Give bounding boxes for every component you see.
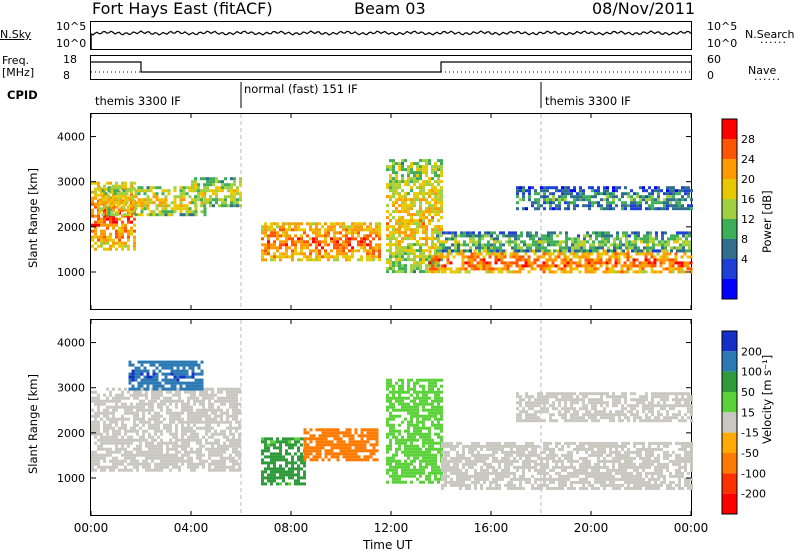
- colorbar-tick: -100: [741, 467, 766, 480]
- colorbar-tick: 12: [741, 213, 755, 226]
- ytick-label: 3000: [57, 176, 85, 189]
- freq-tick-top: 18: [63, 53, 77, 66]
- colorbar-tick: -200: [741, 488, 766, 501]
- data-region: [516, 392, 693, 423]
- ytick-label: 1000: [57, 266, 85, 279]
- colorbar-tick: 28: [741, 133, 755, 146]
- beam-label: Beam 03: [354, 0, 426, 18]
- colorbar-tick: 8: [741, 233, 748, 246]
- data-region: [303, 428, 379, 462]
- nsearch-dots: ......: [760, 33, 787, 46]
- colorbar-swatch: [722, 473, 737, 494]
- data-region: [128, 360, 204, 391]
- xtick-label: 16:00: [474, 521, 509, 535]
- xtick-label: 04:00: [174, 521, 209, 535]
- colorbar-swatch: [722, 179, 737, 199]
- colorbar-frame: [721, 118, 738, 300]
- cpid-segment-2: normal (fast) 151 IF: [244, 82, 358, 96]
- data-region: [191, 177, 242, 208]
- data-region: [98, 186, 207, 217]
- ytick-label: 1000: [57, 472, 85, 485]
- data-region: [386, 378, 443, 484]
- colorbar-tick: 24: [741, 153, 755, 166]
- noise-tick-bottom-left: 10^0: [56, 37, 87, 50]
- ytick-label: 4000: [57, 131, 85, 144]
- xtick-label: 20:00: [574, 521, 609, 535]
- freq-unit-label: [MHz]: [2, 66, 35, 79]
- noise-tick-top-left: 10^5: [56, 20, 87, 33]
- colorbar-swatch: [722, 159, 737, 179]
- data-region: [386, 159, 443, 274]
- ytick-label: 3000: [57, 382, 85, 395]
- colorbar-tick: 16: [741, 193, 755, 206]
- colorbar-frame: [721, 330, 738, 515]
- nsearch-label: N.Search: [745, 28, 795, 41]
- colorbar-swatch: [722, 259, 737, 279]
- ytick-label: 2000: [57, 221, 85, 234]
- freq-panel: [90, 55, 692, 80]
- colorbar-swatch: [722, 119, 737, 139]
- colorbar-tick: 50: [741, 386, 755, 399]
- colorbar-tick: 4: [741, 253, 748, 266]
- xtick-label: 08:00: [274, 521, 309, 535]
- xtick-label: 00:00: [674, 521, 709, 535]
- cpid-label: CPID: [7, 88, 38, 102]
- colorbar-tick: 15: [741, 406, 755, 419]
- cpid-segment-1: themis 3300 IF: [95, 94, 181, 108]
- freq-tick-bottom: 8: [63, 69, 70, 82]
- colorbar-swatch: [722, 432, 737, 453]
- freq-trace: [91, 61, 691, 73]
- data-region: [516, 186, 693, 211]
- colorbar-tick: 100: [741, 366, 762, 379]
- nsky-label: N.Sky: [0, 28, 32, 41]
- colorbar-swatch: [722, 239, 737, 259]
- station-title: Fort Hays East (fitACF): [92, 0, 273, 18]
- colorbar-tick: 200: [741, 345, 762, 358]
- ytick-label: 4000: [57, 337, 85, 350]
- noise-tick-top-right: 10^5: [707, 20, 738, 33]
- data-region: [261, 437, 306, 486]
- colorbar-tick: -50: [741, 447, 759, 460]
- colorbar-swatch: [722, 219, 737, 239]
- nsky-trace: [90, 30, 692, 36]
- colorbar-swatch: [722, 371, 737, 392]
- time-axis-label: Time UT: [363, 538, 413, 552]
- nave-dots: ......: [754, 70, 781, 83]
- colorbar-swatch: [722, 331, 737, 352]
- noise-tick-bottom-right: 10^0: [707, 37, 738, 50]
- freq-label: Freq.: [2, 54, 30, 67]
- nave-tick-bottom: 0: [707, 69, 714, 82]
- colorbar-swatch: [722, 279, 737, 299]
- nave-label: Nave: [748, 64, 777, 77]
- data-region: [436, 231, 691, 253]
- colorbar-swatch: [722, 351, 737, 372]
- nave-tick-top: 60: [707, 53, 721, 66]
- colorbar-swatch: [722, 453, 737, 474]
- colorbar-tick: 20: [741, 173, 755, 186]
- data-region: [428, 249, 693, 274]
- data-region: [91, 387, 241, 472]
- colorbar-swatch: [722, 412, 737, 433]
- colorbar-swatch: [722, 199, 737, 219]
- xtick-label: 12:00: [374, 521, 409, 535]
- colorbar-swatch: [722, 493, 737, 514]
- xtick-label: 00:00: [74, 521, 109, 535]
- ytick-label: 2000: [57, 427, 85, 440]
- cpid-segment-3: themis 3300 IF: [545, 94, 631, 108]
- colorbar-swatch: [722, 392, 737, 413]
- data-region: [261, 222, 381, 262]
- date-label: 08/Nov/2011: [592, 0, 696, 18]
- colorbar-swatch: [722, 139, 737, 159]
- data-region: [441, 441, 693, 490]
- colorbar-tick: -15: [741, 427, 759, 440]
